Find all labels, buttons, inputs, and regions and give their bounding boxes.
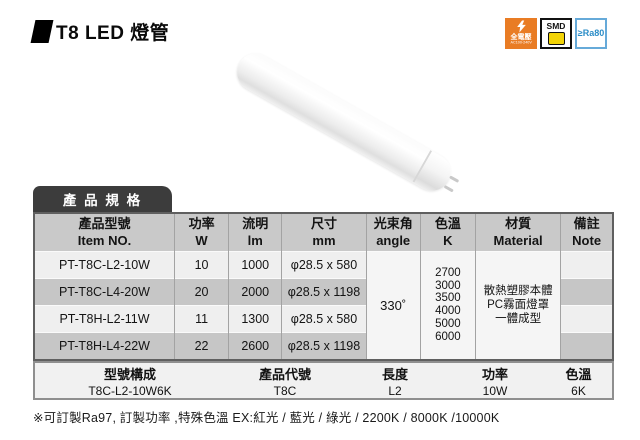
model-val-color-temp: 6K [571, 383, 586, 398]
model-col-color-temp: 色溫 [565, 366, 592, 382]
wattage-cell: 22 [173, 332, 229, 360]
tube-pin-icon [443, 184, 454, 193]
spec-table: 產品型號 Item NO. 功率 W 流明 lm 尺寸 mm 光束角 angle 色溫 K … [33, 212, 614, 361]
item-no-cell: PT-T8H-L2-11W [34, 305, 175, 333]
spec-table-header-row: 產品型號 Item NO. 功率 W 流明 lm 尺寸 mm 光束角 angle 色溫 K … [34, 213, 613, 252]
lumen-cell: 1000 [228, 251, 282, 279]
model-val-composition: T8C-L2-10W6K [88, 383, 172, 398]
lumen-cell: 2000 [228, 278, 282, 306]
voltage-range-label: AC100-240V [510, 41, 532, 45]
page-header: T8 LED 燈管 [30, 18, 170, 45]
col-header-item-no: 產品型號 Item NO. [34, 213, 175, 252]
col-header-color-temp: 色溫 K [419, 213, 476, 252]
color-temp-cell: 2700 3000 3500 4000 5000 6000 [419, 251, 476, 360]
ra80-label: ≥Ra80 [577, 28, 605, 38]
note-cell [560, 332, 613, 360]
col-header-size: 尺寸 mm [281, 213, 367, 252]
size-cell: φ28.5 x 1198 [281, 332, 367, 360]
certification-badges: 全電壓 AC100-240V SMD ≥Ra80 [505, 18, 607, 49]
page-title: T8 LED 燈管 [56, 23, 170, 44]
size-cell: φ28.5 x 1198 [281, 278, 367, 306]
model-col-composition: 型號構成 [103, 366, 156, 382]
full-voltage-label: 全電壓 [510, 34, 532, 41]
col-header-beam-angle: 光束角 angle [365, 213, 421, 252]
note-cell [560, 251, 613, 279]
table-row: PT-T8C-L2-10W 10 1000 φ28.5 x 580 330˚ 2… [34, 251, 613, 360]
table-row: PT-T8C-L4-20W 20 2000 φ28.5 x 1198 [34, 278, 613, 306]
title-square-icon [30, 20, 54, 43]
ra80-badge: ≥Ra80 [575, 18, 607, 49]
col-header-wattage: 功率 W [173, 213, 229, 252]
table-row: PT-T8H-L4-22W 22 2600 φ28.5 x 1198 [34, 332, 613, 360]
model-col-length: 長度 [381, 366, 408, 382]
wattage-cell: 10 [173, 251, 229, 279]
lumen-cell: 1300 [228, 305, 282, 333]
note-cell [560, 305, 613, 333]
model-val-length: L2 [388, 383, 402, 398]
item-no-cell: PT-T8C-L2-10W [34, 251, 175, 279]
product-photo-led-tube [224, 46, 464, 198]
model-col-wattage: 功率 [481, 366, 508, 382]
material-cell: 散熱塑膠本體 PC霧面燈罩 一體成型 [474, 251, 561, 360]
smd-label: SMD [546, 20, 566, 31]
model-val-product-code: T8C [273, 383, 297, 398]
custom-order-footnote: ※可訂製Ra97, 訂製功率 ,特殊色溫 EX:紅光 / 藍光 / 綠光 / 2… [33, 411, 500, 425]
model-col-product-code: 產品代號 [258, 366, 311, 382]
col-header-material: 材質 Material [474, 213, 561, 252]
item-no-cell: PT-T8H-L4-22W [34, 332, 175, 360]
wattage-cell: 11 [173, 305, 229, 333]
led-tube-body [230, 46, 460, 198]
table-row: PT-T8H-L2-11W 11 1300 φ28.5 x 580 [34, 305, 613, 333]
beam-angle-cell: 330˚ [365, 251, 421, 360]
smd-badge: SMD [540, 18, 572, 49]
col-header-lumen: 流明 lm [228, 213, 282, 252]
item-no-cell: PT-T8C-L4-20W [34, 278, 175, 306]
led-tube-endcap [412, 150, 460, 197]
smd-chip-icon [547, 32, 565, 46]
model-val-wattage: 10W [482, 383, 508, 398]
size-cell: φ28.5 x 580 [281, 305, 367, 333]
full-voltage-badge: 全電壓 AC100-240V [505, 18, 537, 49]
model-composition-table: 型號構成 產品代號 長度 功率 色溫 T8C-L2-10W6K T8C L2 1… [33, 361, 614, 400]
lumen-cell: 2600 [228, 332, 282, 360]
wattage-cell: 20 [173, 278, 229, 306]
lightning-icon [516, 20, 526, 33]
size-cell: φ28.5 x 580 [281, 251, 367, 279]
note-cell [560, 278, 613, 306]
section-title-product-spec: 產 品 規 格 [33, 186, 172, 212]
col-header-note: 備註 Note [560, 213, 613, 252]
tube-pin-icon [449, 175, 460, 183]
